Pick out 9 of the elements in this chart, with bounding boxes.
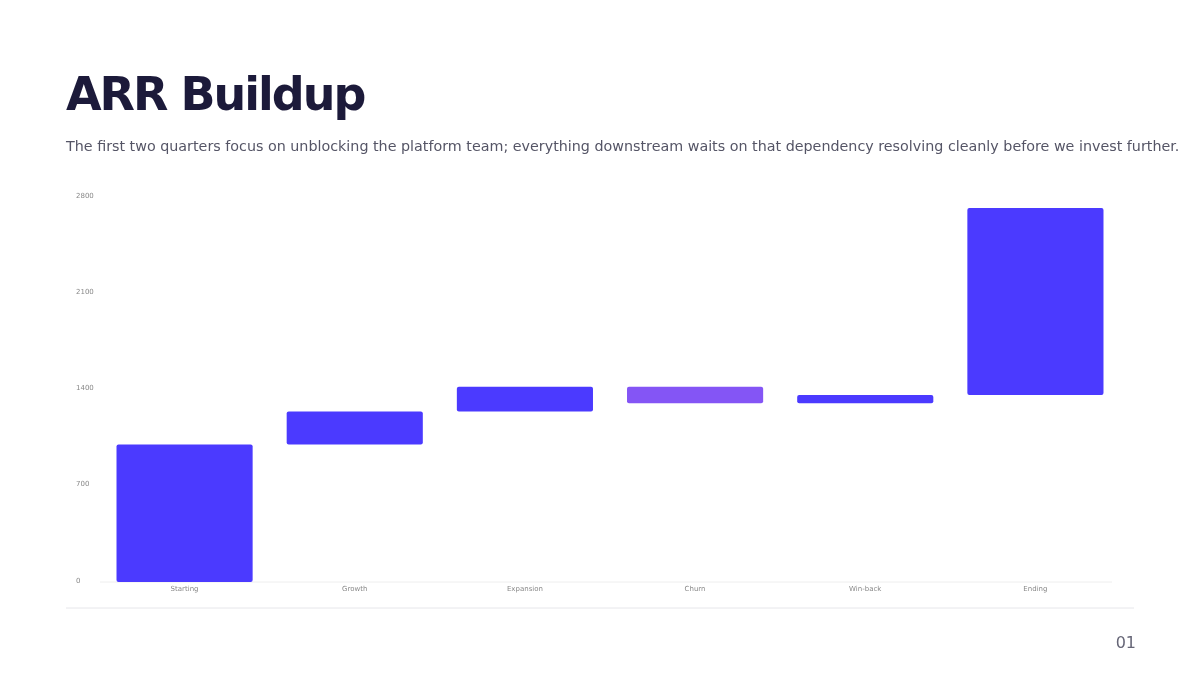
bar [286,411,423,445]
chart-title: ARR Buildup [66,67,365,121]
chart-subtitle: The first two quarters focus on unblocking the platform team; everything downstream waits on that dependency resolving cleanly before we invest further. [65,138,1180,154]
bar [627,386,764,404]
bar [967,208,1104,395]
bar [116,444,253,582]
bar [456,386,593,412]
text: 01 [1115,633,1136,652]
bar [797,395,934,404]
